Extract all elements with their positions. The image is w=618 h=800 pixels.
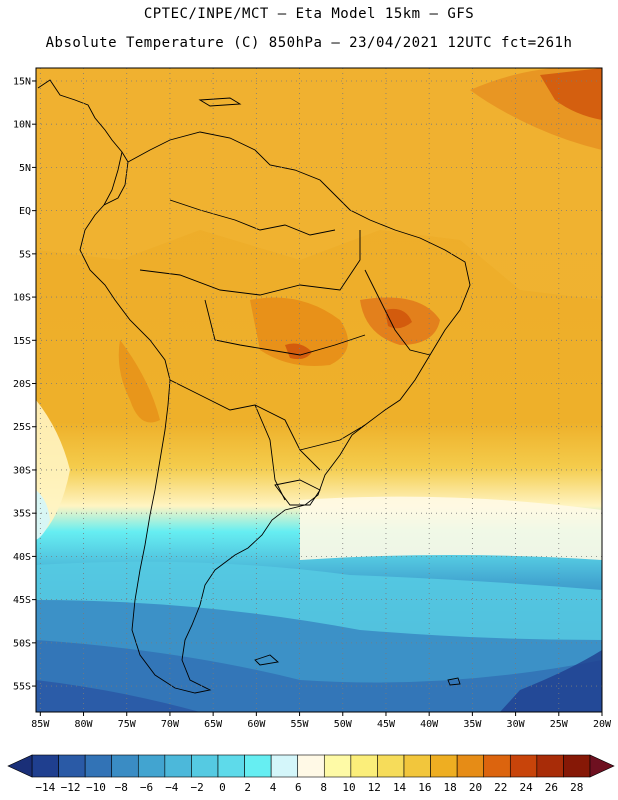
lon-label: 35W xyxy=(463,719,482,730)
colorbar-segment xyxy=(217,754,245,778)
map-frame xyxy=(35,67,603,713)
colorbar-segment xyxy=(456,754,485,778)
colorbar-segment xyxy=(31,754,59,778)
colorbar-label: 14 xyxy=(393,781,407,794)
lat-label: EQ xyxy=(19,206,31,217)
colorbar-label: −2 xyxy=(190,781,203,794)
colorbar-label: 28 xyxy=(570,781,583,794)
colorbar-segment xyxy=(536,754,564,778)
colorbar-label: 2 xyxy=(244,781,251,794)
colorbar-segment xyxy=(111,754,139,778)
colorbar-segment xyxy=(323,754,352,778)
colorbar-low-arrow xyxy=(7,754,33,778)
lon-label: 85W xyxy=(31,719,50,730)
colorbar-segment xyxy=(58,754,86,778)
lon-label: 20W xyxy=(593,719,612,730)
lon-label: 25W xyxy=(550,719,569,730)
colorbar-segment xyxy=(191,754,219,778)
colorbar-label: 26 xyxy=(545,781,558,794)
colorbar-segment xyxy=(509,754,538,778)
colorbar-label: −12 xyxy=(61,781,81,794)
lon-label: 50W xyxy=(334,719,353,730)
colorbar-segment xyxy=(84,754,113,778)
colorbar-label: 4 xyxy=(270,781,277,794)
lon-label: 40W xyxy=(420,719,439,730)
colorbar xyxy=(7,754,615,778)
lon-label: 75W xyxy=(118,719,137,730)
colorbar-label: 12 xyxy=(368,781,381,794)
lat-label: 55S xyxy=(13,682,31,693)
colorbar-label: 22 xyxy=(494,781,507,794)
colorbar-segment xyxy=(350,754,378,778)
lon-label: 55W xyxy=(291,719,310,730)
lat-label: 50S xyxy=(13,638,31,649)
latitude-labels: 15N 10N 5N EQ 5S 10S 15S 20S 25S 30S 35S 40S 45S 50S 5… xyxy=(13,76,36,693)
colorbar-segment xyxy=(430,754,458,778)
lat-label: 15N xyxy=(13,76,31,87)
coastline-borders xyxy=(37,79,471,694)
temperature-field xyxy=(36,67,602,712)
lon-label: 45W xyxy=(377,719,396,730)
colorbar-label: 0 xyxy=(219,781,226,794)
lat-label: 45S xyxy=(13,595,31,606)
lat-label: 10N xyxy=(13,120,31,131)
colorbar-segment xyxy=(483,754,511,778)
colorbar-segment xyxy=(270,754,299,778)
lat-label: 10S xyxy=(13,293,31,304)
colorbar-label: 6 xyxy=(295,781,302,794)
colorbar-labels: −14 −12 −10 −8 −6 −4 −2 0 2 4 6 8 10 12 14 16 18 20 22 24 26… xyxy=(35,781,583,794)
lon-label: 30W xyxy=(507,719,526,730)
colorbar-segment xyxy=(563,754,591,778)
lat-label: 35S xyxy=(13,509,31,520)
colorbar-segment xyxy=(164,754,192,778)
colorbar-label: 16 xyxy=(418,781,431,794)
colorbar-segment xyxy=(403,754,431,778)
colorbar-label: 8 xyxy=(320,781,327,794)
colorbar-label: −14 xyxy=(35,781,55,794)
colorbar-label: −10 xyxy=(86,781,106,794)
longitude-labels: 85W 80W 75W 70W 65W 60W 55W 50W 45W 40W 35W 30W 25W 2… xyxy=(31,712,612,730)
lat-label: 15S xyxy=(13,336,31,347)
lon-label: 65W xyxy=(204,719,223,730)
colorbar-label: 10 xyxy=(342,781,355,794)
colorbar-label: −6 xyxy=(140,781,153,794)
lon-label: 60W xyxy=(247,719,266,730)
lon-label: 80W xyxy=(74,719,93,730)
lat-label: 30S xyxy=(13,465,31,476)
lat-label: 5S xyxy=(19,249,31,260)
lat-label: 5N xyxy=(19,163,31,174)
lat-label: 20S xyxy=(13,379,31,390)
colorbar-label: 20 xyxy=(469,781,482,794)
map-subtitle: Absolute Temperature (C) 850hPa – 23/04/… xyxy=(45,35,573,51)
colorbar-label: −4 xyxy=(165,781,179,794)
lat-label: 25S xyxy=(13,422,31,433)
colorbar-segment xyxy=(377,754,405,778)
colorbar-segment xyxy=(297,754,325,778)
colorbar-segment xyxy=(137,754,166,778)
colorbar-segment xyxy=(244,754,272,778)
colorbar-label: −8 xyxy=(115,781,128,794)
lat-label: 40S xyxy=(13,552,31,563)
map-title: CPTEC/INPE/MCT – Eta Model 15km – GFS xyxy=(143,6,475,22)
colorbar-high-arrow xyxy=(589,754,615,778)
lon-label: 70W xyxy=(161,719,180,730)
colorbar-label: 24 xyxy=(519,781,533,794)
colorbar-label: 18 xyxy=(444,781,457,794)
